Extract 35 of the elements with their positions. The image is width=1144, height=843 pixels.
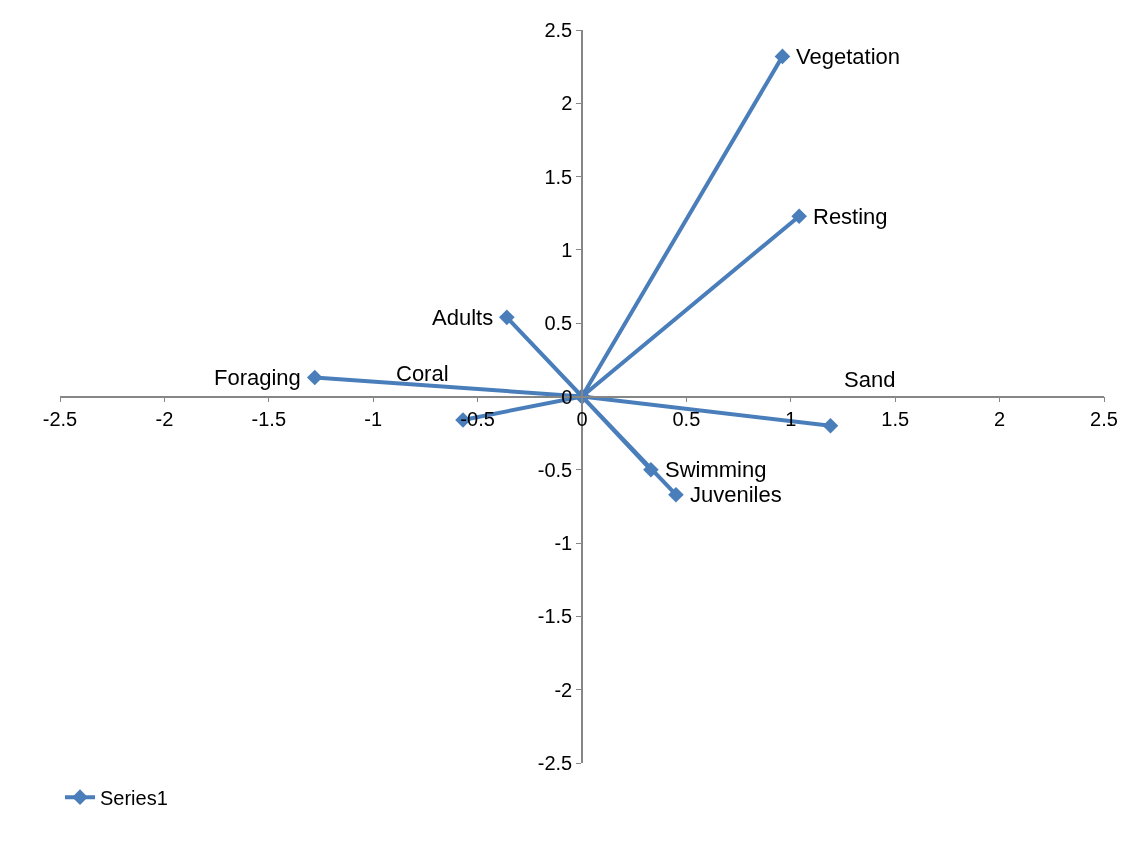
y-tick-label: 1: [561, 238, 573, 261]
x-tick-label: -2.5: [42, 408, 78, 431]
y-tick-label: 1.5: [544, 165, 573, 188]
x-tick-label: -1: [364, 408, 383, 431]
y-tick-label: 2: [561, 92, 573, 115]
x-tick-label: -2: [155, 408, 174, 431]
x-tick-label: 0.5: [672, 408, 701, 431]
annotation: Foraging: [214, 365, 301, 390]
legend-label: Series1: [100, 786, 168, 809]
point: [643, 462, 659, 478]
x-tick-label: 0: [576, 408, 588, 431]
annotation: Resting: [813, 204, 888, 229]
y-tick-label: 2.5: [544, 19, 573, 41]
annotation: Adults: [432, 305, 494, 330]
x-tick-label: 2.5: [1090, 408, 1118, 431]
x-tick-label: -1.5: [251, 408, 287, 431]
x-tick-label: 2: [994, 408, 1006, 431]
y-tick-label: -0.5: [537, 458, 573, 481]
point: [499, 309, 515, 326]
annotation: Coral: [396, 361, 449, 386]
y-tick-label: -1: [554, 532, 573, 555]
y-tick-label: 0.5: [544, 312, 573, 335]
point: [306, 369, 323, 386]
point: [668, 486, 684, 503]
annotation: Juveniles: [690, 482, 782, 507]
annotation: Swimming: [665, 457, 767, 482]
x-tick-label: 1.5: [881, 408, 910, 431]
y-tick-label: -2: [554, 678, 573, 701]
point: [774, 48, 791, 65]
point: [822, 418, 839, 434]
annotation: Sand: [844, 367, 896, 392]
y-tick-label: -1.5: [537, 605, 573, 628]
y-tick-label: -2.5: [537, 752, 573, 774]
annotation: Vegetation: [796, 44, 900, 69]
point: [791, 208, 807, 224]
